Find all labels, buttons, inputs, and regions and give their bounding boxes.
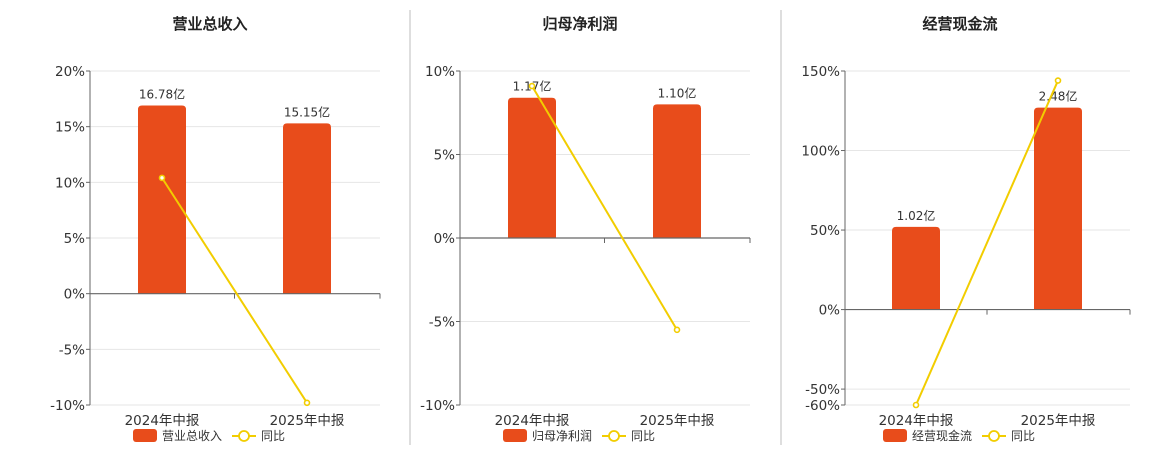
bar-value-label: 2.48亿	[1039, 89, 1078, 104]
legend-line-marker	[608, 430, 620, 442]
yoy-point	[158, 174, 166, 182]
yoy-point	[528, 82, 536, 90]
y-tick-label: 100%	[801, 144, 840, 160]
y-tick-label: 0%	[819, 303, 841, 319]
y-tick-label: 0%	[434, 231, 456, 247]
x-category-label: 2024年中报	[495, 413, 570, 429]
x-category-label: 2024年中报	[125, 413, 200, 429]
y-tick-label: 20%	[55, 64, 85, 80]
chart-title: 归母净利润	[542, 15, 617, 33]
chart-2: 归母净利润10%5%0%-5%-10%1.17亿1.10亿2024年中报2025…	[409, 10, 751, 445]
chart-title: 经营现金流	[922, 15, 997, 33]
y-tick-label: -10%	[50, 398, 85, 414]
y-tick-label: 10%	[55, 175, 85, 191]
bar	[1034, 107, 1082, 310]
chart-1: 营业总收入 20% 15% 10% 5% 0% -5% -10% 16.78亿 15.15亿 202…	[50, 15, 381, 443]
bar-value-label: 1.10亿	[658, 85, 697, 100]
legend-line-marker	[238, 430, 250, 442]
chart-3: 经营现金流 150% 100% 50% 0% -50%-60% 1.02亿 2.48亿 2024…	[780, 10, 1131, 445]
y-tick-label: 5%	[434, 148, 456, 164]
legend-line-label: 同比	[631, 429, 655, 443]
legend-line-marker	[988, 430, 1000, 442]
bar	[508, 97, 556, 238]
y-tick-label: -5%	[59, 342, 85, 358]
y-tick-label: 150%	[801, 64, 840, 80]
yoy-point	[673, 326, 681, 334]
y-tick-label: 10%	[425, 64, 455, 80]
chart-title: 营业总收入	[172, 15, 247, 33]
legend-bar-swatch	[503, 429, 527, 442]
legend-bar-label: 归母净利润	[532, 429, 592, 443]
y-tick-label: -10%	[420, 398, 455, 414]
legend-bar-swatch	[133, 429, 157, 442]
bar	[892, 226, 940, 310]
y-tick-label: 0%	[64, 287, 86, 303]
bar-value-label: 16.78亿	[139, 87, 185, 102]
yoy-line	[915, 80, 1059, 406]
yoy-line	[531, 85, 678, 331]
y-tick-label: 15%	[55, 120, 85, 136]
legend-bar-label: 营业总收入	[162, 429, 222, 443]
legend-line-label: 同比	[1011, 429, 1035, 443]
y-tick-label: -60%	[805, 398, 840, 414]
yoy-line	[161, 177, 308, 404]
yoy-point	[912, 401, 920, 409]
bar	[138, 105, 186, 294]
legend-line-label: 同比	[261, 429, 285, 443]
legend-bar-swatch	[883, 429, 907, 442]
bar	[653, 104, 701, 239]
x-category-label: 2025年中报	[640, 413, 715, 429]
x-category-label: 2025年中报	[1021, 413, 1096, 429]
x-category-label: 2024年中报	[879, 413, 954, 429]
legend-bar-label: 经营现金流	[912, 428, 972, 443]
y-tick-label: 5%	[64, 231, 86, 247]
yoy-point	[1054, 77, 1062, 84]
bar-value-label: 1.02亿	[897, 208, 936, 223]
yoy-point	[303, 399, 311, 407]
y-tick-label: 50%	[810, 223, 840, 239]
bar	[283, 123, 331, 294]
y-tick-label: -50%	[805, 382, 840, 398]
bar-value-label: 15.15亿	[284, 104, 330, 119]
x-category-label: 2025年中报	[270, 413, 345, 429]
y-tick-label: -5%	[429, 315, 455, 331]
